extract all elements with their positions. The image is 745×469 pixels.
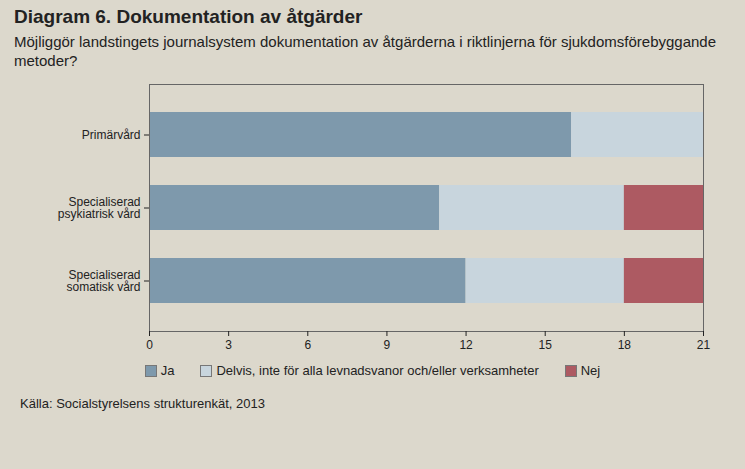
svg-text:3: 3: [225, 338, 232, 352]
html-text:Diagram 6. Dokumentation av åt: Diagram 6. Dokumentation av åtgärder: [14, 6, 363, 27]
svg-text:21: 21: [697, 338, 711, 352]
svg-text:12: 12: [459, 338, 473, 352]
svg-text:9: 9: [384, 338, 391, 352]
html-text:Möjliggör landstingets journal: Möjliggör landstingets journalsystem dok…: [14, 33, 716, 69]
svg-text:15: 15: [539, 338, 553, 352]
svg-text:0: 0: [146, 338, 153, 352]
html-text:Ja: Ja: [160, 363, 175, 378]
svg-text:Specialiseradpsykiatrisk vård: Specialiseradpsykiatrisk vård: [58, 195, 141, 221]
svg-text:Primärvård: Primärvård: [82, 128, 141, 142]
svg-text:6: 6: [304, 338, 311, 352]
html-text:Delvis, inte för alla levnadsv: Delvis, inte för alla levnadsvanor och/e…: [216, 363, 539, 378]
svg-text:18: 18: [618, 338, 632, 352]
html-text:Nej: Nej: [580, 363, 601, 378]
html-text:Källa: Socialstyrelsens strukt: Källa: Socialstyrelsens strukturenkät, 2…: [20, 396, 265, 411]
svg-text:Specialiseradsomatisk vård: Specialiseradsomatisk vård: [66, 268, 140, 294]
